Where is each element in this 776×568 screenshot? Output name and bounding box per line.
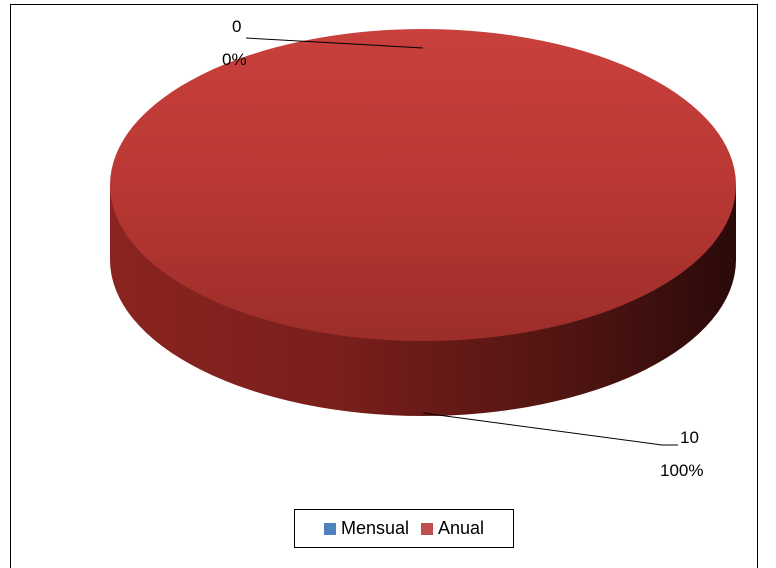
legend-item-anual: Anual bbox=[421, 518, 484, 539]
data-label-anual-value: 10 bbox=[680, 428, 699, 447]
data-label-mensual-value: 0 bbox=[232, 17, 241, 36]
data-label-anual-percent: 100% bbox=[660, 461, 703, 480]
legend-item-mensual: Mensual bbox=[323, 518, 409, 539]
legend-swatch-mensual bbox=[323, 522, 336, 535]
legend-label-mensual: Mensual bbox=[340, 518, 409, 538]
chart-frame bbox=[10, 4, 758, 568]
legend-swatch-anual bbox=[421, 522, 433, 535]
legend: Mensual Anual bbox=[294, 509, 514, 548]
legend-label-anual: Anual bbox=[438, 518, 485, 538]
pie-slice-anual bbox=[110, 29, 736, 341]
data-label-mensual-percent: 0% bbox=[222, 50, 247, 69]
leader-line-mensual bbox=[245, 37, 424, 49]
leader-line-anual bbox=[422, 412, 678, 446]
